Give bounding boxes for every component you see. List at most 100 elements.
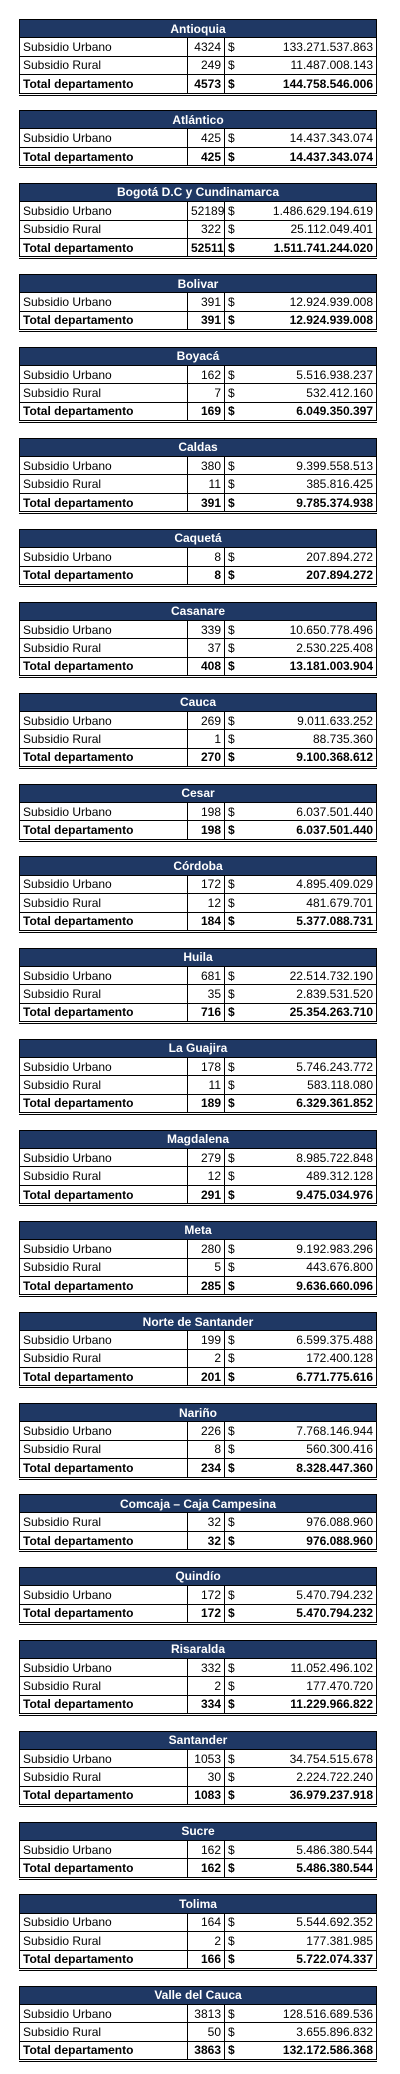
row-count: 249 xyxy=(187,55,225,76)
row-label: Total departamento xyxy=(19,565,188,587)
title-row: Norte de Santander xyxy=(18,1311,378,1332)
row-count: 269 xyxy=(187,710,225,731)
row-label: Subsidio Urbano xyxy=(19,1657,188,1678)
row-amount: 133.271.537.863 xyxy=(247,37,378,57)
row-count: 3863 xyxy=(187,2040,225,2063)
row-count: 2 xyxy=(187,1931,225,1951)
currency-symbol: $ xyxy=(224,1166,248,1186)
row-label: Total departamento xyxy=(19,1184,188,1207)
currency-symbol: $ xyxy=(224,1075,248,1095)
data-row: Subsidio Rural 12 $489.312.128 xyxy=(19,1166,378,1186)
row-label: Subsidio Urbano xyxy=(19,1148,188,1168)
department-title: Santander xyxy=(19,1730,377,1750)
row-label: Subsidio Urbano xyxy=(19,292,188,312)
row-amount: 5.746.243.772 xyxy=(247,1056,377,1077)
row-amount: 128.516.689.536 xyxy=(247,2003,378,2024)
row-amount: 443.676.800 xyxy=(247,1257,378,1277)
total-row: Total departamento 408 $13.181.003.904 xyxy=(19,656,378,679)
currency-symbol: $ xyxy=(224,1840,248,1860)
row-amount: 8.985.722.848 xyxy=(247,1148,378,1168)
title-row: Antioquia xyxy=(18,18,378,39)
row-count: 50 xyxy=(187,2022,225,2042)
row-amount: 532.412.160 xyxy=(247,383,378,403)
row-label: Subsidio Urbano xyxy=(19,874,188,895)
row-amount: 976.088.960 xyxy=(247,1512,378,1532)
row-count: 332 xyxy=(187,1657,225,1678)
data-row: Subsidio Urbano 164 $5.544.692.352 xyxy=(19,1912,378,1933)
data-row: Subsidio Rural 32 $976.088.960 xyxy=(19,1512,378,1532)
title-row: Atlántico xyxy=(18,110,378,130)
currency-symbol: $ xyxy=(224,2003,248,2024)
data-row: Subsidio Urbano 8 $207.894.272 xyxy=(19,547,378,567)
department-title: La Guajira xyxy=(19,1038,377,1058)
row-label: Subsidio Urbano xyxy=(19,1840,188,1860)
row-label: Subsidio Rural xyxy=(19,1348,188,1369)
row-label: Total departamento xyxy=(19,747,188,770)
currency-symbol: $ xyxy=(224,1694,248,1717)
row-label: Total departamento xyxy=(19,1858,188,1880)
currency-symbol: $ xyxy=(224,492,248,515)
currency-symbol: $ xyxy=(224,1367,248,1389)
row-amount: 11.229.966.822 xyxy=(247,1694,378,1717)
department-table: Valle del Cauca Subsidio Urbano 3813 $128.5… xyxy=(18,1985,378,2063)
row-amount: 5.470.794.232 xyxy=(247,1585,378,1605)
row-amount: 2.839.531.520 xyxy=(247,984,378,1004)
department-title: Norte de Santander xyxy=(18,1311,378,1332)
currency-symbol: $ xyxy=(224,237,248,260)
row-amount: 13.181.003.904 xyxy=(247,656,378,679)
row-label: Total departamento xyxy=(19,146,188,169)
row-count: 172 xyxy=(187,874,225,895)
currency-symbol: $ xyxy=(224,874,248,895)
row-label: Total departamento xyxy=(19,1785,188,1808)
row-label: Total departamento xyxy=(19,310,188,333)
row-amount: 25.112.049.401 xyxy=(247,219,378,239)
title-row: Caquetá xyxy=(18,528,378,549)
row-count: 4324 xyxy=(187,37,225,57)
currency-symbol: $ xyxy=(224,1421,248,1441)
row-amount: 5.486.380.544 xyxy=(247,1858,378,1880)
row-count: 162 xyxy=(187,1840,225,1860)
row-label: Total departamento xyxy=(19,1093,188,1116)
row-amount: 489.312.128 xyxy=(247,1166,378,1186)
department-table: Caldas Subsidio Urbano 380 $9.399.558.513 Su… xyxy=(18,437,378,515)
currency-symbol: $ xyxy=(224,656,248,679)
currency-symbol: $ xyxy=(224,747,248,770)
row-amount: 5.722.074.337 xyxy=(247,1949,378,1971)
data-row: Subsidio Rural 11 $385.816.425 xyxy=(19,474,378,494)
data-row: Subsidio Urbano 380 $9.399.558.513 xyxy=(19,456,378,476)
row-count: 201 xyxy=(187,1367,225,1389)
department-title: Atlántico xyxy=(18,110,378,130)
row-amount: 385.816.425 xyxy=(247,474,378,494)
currency-symbol: $ xyxy=(224,619,248,640)
row-label: Total departamento xyxy=(19,1367,188,1389)
title-row: Quindío xyxy=(18,1566,378,1587)
currency-symbol: $ xyxy=(224,310,248,333)
data-row: Subsidio Rural 5 $443.676.800 xyxy=(19,1257,378,1277)
data-row: Subsidio Urbano 4324 $133.271.537.863 xyxy=(19,37,378,57)
title-row: Valle del Cauca xyxy=(18,1985,378,2005)
row-label: Subsidio Rural xyxy=(19,1767,188,1787)
row-count: 5 xyxy=(187,1257,225,1277)
row-amount: 7.768.146.944 xyxy=(247,1421,378,1441)
row-amount: 14.437.343.074 xyxy=(247,146,378,169)
total-row: Total departamento 201 $6.771.775.616 xyxy=(19,1367,378,1389)
data-row: Subsidio Urbano 226 $7.768.146.944 xyxy=(19,1421,378,1441)
total-row: Total departamento 8 $207.894.272 xyxy=(19,565,378,587)
currency-symbol: $ xyxy=(224,893,248,913)
row-count: 32 xyxy=(187,1530,225,1553)
row-amount: 34.754.515.678 xyxy=(247,1748,377,1769)
currency-symbol: $ xyxy=(224,1785,248,1808)
department-title: Magdalena xyxy=(18,1129,378,1150)
row-count: 285 xyxy=(187,1275,225,1298)
row-label: Subsidio Rural xyxy=(19,638,188,658)
title-row: Bolivar xyxy=(19,273,377,294)
total-row: Total departamento 270 $9.100.368.612 xyxy=(19,747,378,770)
row-count: 1053 xyxy=(187,1748,225,1769)
department-title: Nariño xyxy=(18,1402,378,1423)
currency-symbol: $ xyxy=(224,1239,248,1259)
currency-symbol: $ xyxy=(224,1949,248,1971)
row-label: Total departamento xyxy=(19,401,188,424)
title-row: Córdoba xyxy=(18,856,378,876)
data-row: Subsidio Urbano 391 $12.924.939.008 xyxy=(19,292,377,312)
